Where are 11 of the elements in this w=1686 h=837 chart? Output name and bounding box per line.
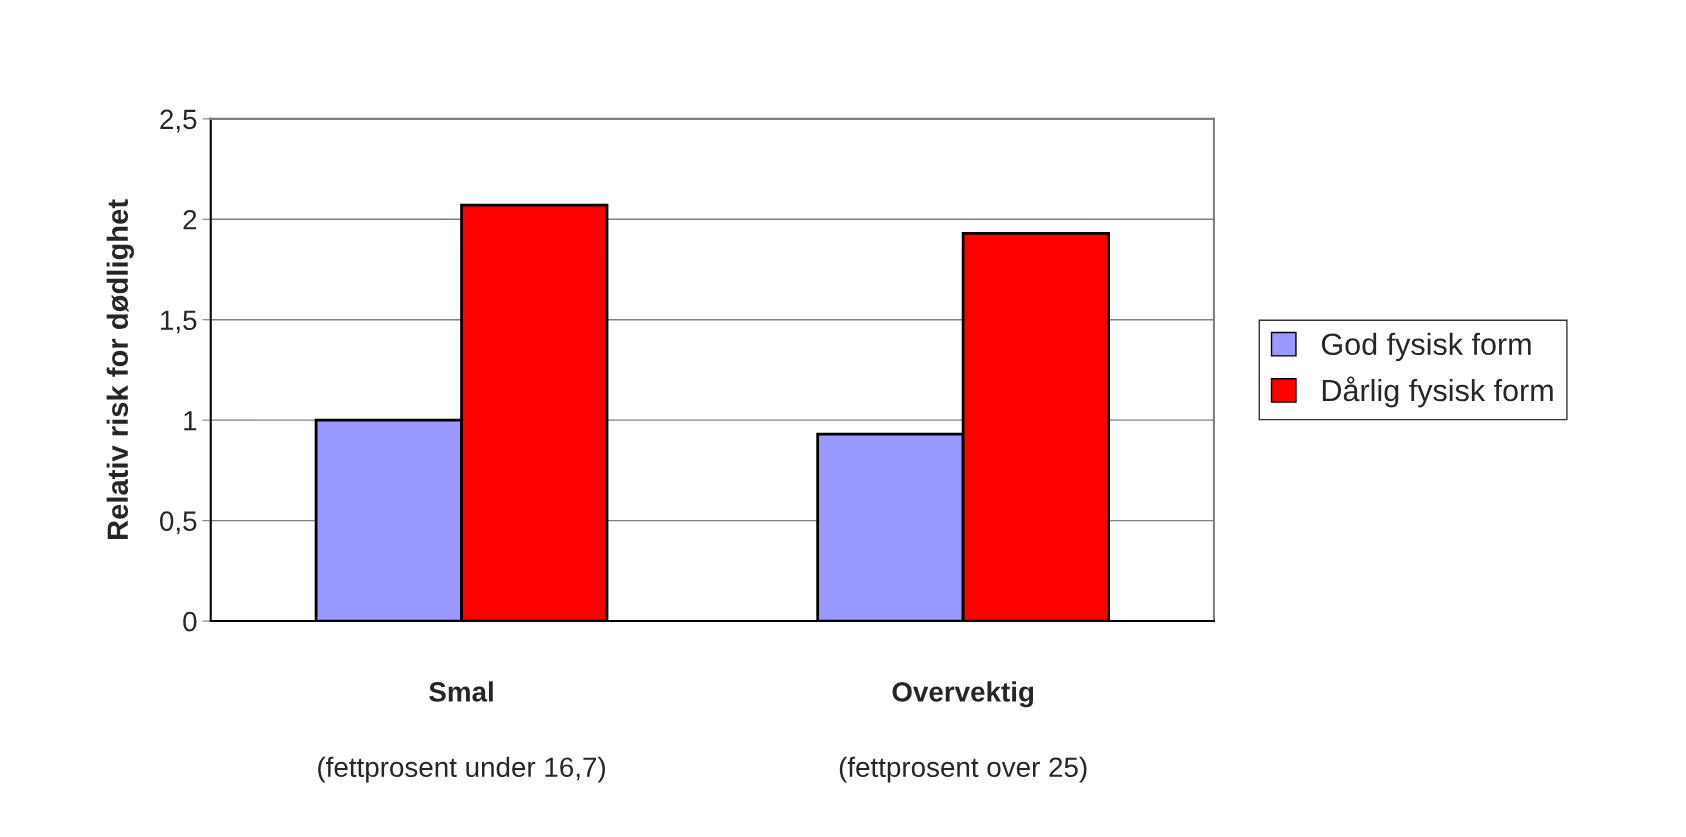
- y-tick-label: 0: [183, 611, 197, 632]
- legend-label: God fysisk form: [1321, 332, 1531, 362]
- category-label: Overvektig (fettprosent over 25): [839, 681, 1087, 783]
- y-tick-label: 2: [183, 209, 197, 230]
- y-tick-label: 2,5: [160, 109, 197, 133]
- legend-label: Dårlig fysisk form: [1322, 376, 1553, 408]
- y-tick-label: 1: [184, 411, 197, 431]
- y-axis-title: Relativ risk for dødlighet: [106, 199, 134, 539]
- y-tick-label: 0,5: [160, 511, 197, 535]
- category-label: Smal (fettprosent under 16,7): [318, 681, 605, 783]
- y-tick-label: 1,5: [161, 310, 197, 334]
